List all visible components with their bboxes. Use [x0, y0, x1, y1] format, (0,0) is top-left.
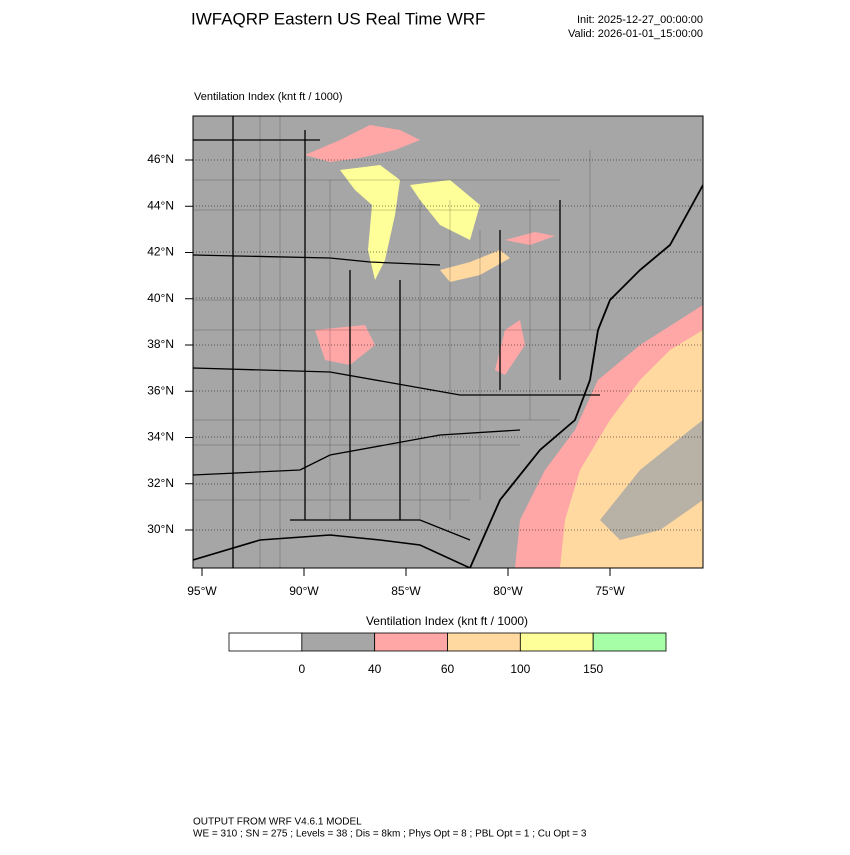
lon-label: 90°W: [289, 584, 319, 598]
init-time: Init: 2025-12-27_00:00:00: [577, 14, 703, 26]
lake-superior: [305, 125, 420, 162]
colorbar-label: 100: [510, 662, 530, 676]
lat-label: 46°N: [147, 152, 174, 166]
lat-labels: 46°N 44°N 42°N 40°N 38°N 36°N 34°N 32°N 30°N: [147, 152, 193, 536]
lake-erie: [440, 250, 510, 282]
colorbar: 0 40 60 100 150: [228, 632, 667, 676]
lon-label: 80°W: [493, 584, 523, 598]
lat-label: 34°N: [147, 430, 174, 444]
colorbar-swatch: [592, 632, 667, 652]
colorbar-label: 60: [441, 662, 455, 676]
lat-label: 30°N: [147, 522, 174, 536]
colorbar-swatch: [519, 632, 594, 652]
lat-label: 32°N: [147, 476, 174, 490]
colorbar-title: Ventilation Index (knt ft / 1000): [366, 614, 528, 628]
lat-label: 36°N: [147, 383, 174, 397]
footer-line: OUTPUT FROM WRF V4.6.1 MODEL: [193, 817, 362, 828]
lake-michigan: [340, 165, 400, 280]
colorbar-swatch: [374, 632, 448, 652]
lat-label: 42°N: [147, 245, 174, 259]
map: [192, 115, 704, 569]
footer-line: WE = 310 ; SN = 275 ; Levels = 38 ; Dis …: [193, 829, 587, 840]
lat-label: 40°N: [147, 291, 174, 305]
lon-labels: 95°W 90°W 85°W 80°W 75°W: [187, 568, 625, 598]
lon-label: 75°W: [595, 584, 625, 598]
colorbar-label: 0: [298, 662, 305, 676]
lat-label: 44°N: [147, 198, 174, 212]
map-frame: [192, 115, 704, 569]
field-label: Ventilation Index (knt ft / 1000): [194, 91, 343, 103]
virginia-area: [495, 320, 525, 375]
lon-label: 95°W: [187, 584, 217, 598]
ocean-gray-patch: [600, 420, 703, 540]
colorbar-label: 150: [583, 662, 603, 676]
valid-time: Valid: 2026-01-01_15:00:00: [568, 28, 703, 40]
lat-label: 38°N: [147, 337, 174, 351]
colorbar-swatch: [228, 632, 303, 652]
colorbar-swatch: [447, 632, 521, 652]
title: IWFAQRP Eastern US Real Time WRF: [191, 9, 485, 28]
colorbar-label: 40: [368, 662, 382, 676]
colorbar-swatch: [301, 632, 376, 652]
lon-label: 85°W: [391, 584, 421, 598]
